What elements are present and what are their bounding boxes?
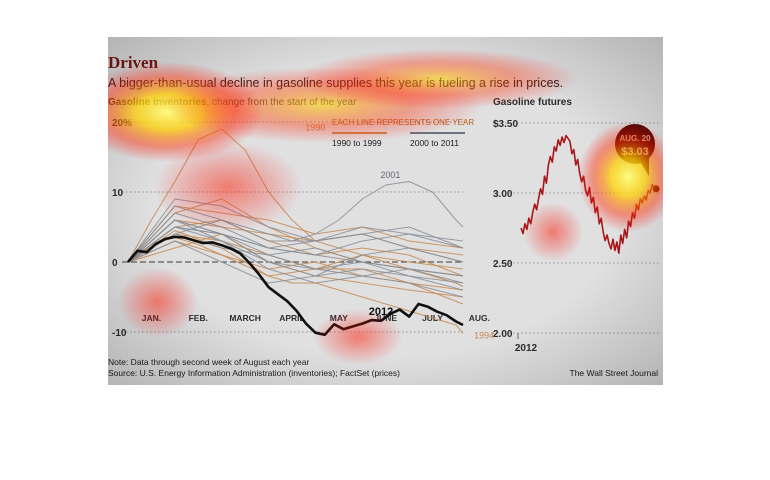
callout-date: AUG. 20 [619, 134, 651, 143]
inventories-panel-title: Gasoline inventories, change from the st… [108, 97, 356, 108]
legend-swatch-2000s [410, 132, 465, 134]
y-tick-label: 2.50 [493, 259, 513, 270]
futures-panel-title: Gasoline futures [493, 97, 572, 108]
wsj-figure: 20% 10 0 -10 JAN. FEB. MARCH APRIL MAY JUNE JULY AU… [108, 37, 663, 385]
inventories-title-suffix: , change from the start of the year [206, 97, 357, 108]
legend-item-2000s: 2000 to 2011 [410, 138, 459, 148]
y-tick-label: 10 [112, 188, 124, 199]
x-tick-label: JAN. [142, 313, 161, 323]
x-tick-label: 2012 [515, 343, 538, 354]
x-tick-label: MARCH [229, 313, 261, 323]
legend-note: EACH LINE REPRESENTS ONE YEAR [332, 118, 475, 127]
y-tick-label: 2.00 [493, 329, 513, 340]
source-line: Source: U.S. Energy Information Administ… [108, 368, 400, 378]
y-tick-label: 20% [112, 118, 132, 129]
series-line-2003 [127, 219, 464, 291]
y-tick-label: -10 [112, 328, 127, 339]
series-line-2008 [127, 219, 464, 284]
credit-line: The Wall Street Journal [569, 368, 659, 378]
callout-value: $3.03 [621, 146, 649, 158]
series-label-2012: 2012 [369, 306, 393, 318]
inventories-title-label: Gasoline inventories [108, 97, 207, 108]
y-tick-label: $3.50 [493, 119, 518, 130]
series-line-2002 [127, 198, 464, 263]
last-point-marker [652, 185, 660, 193]
series-label-1990: 1990 [305, 122, 325, 132]
series-line-1996 [127, 233, 464, 298]
x-tick-label: AUG. [469, 313, 490, 323]
legend-swatch-1990s [332, 132, 387, 134]
y-tick-label: 3.00 [493, 189, 513, 200]
footnote: Note: Data through second week of August… [108, 357, 310, 367]
page-subtitle: A bigger-than-usual decline in gasoline … [108, 76, 564, 90]
legend-item-1990s: 1990 to 1999 [332, 138, 382, 148]
page-title: Driven [108, 53, 159, 72]
x-tick-label: FEB. [189, 313, 208, 323]
series-label-1994: 1994 [474, 330, 494, 340]
y-tick-label: 0 [112, 258, 118, 269]
x-tick-label: MAY [330, 313, 348, 323]
series-label-2001: 2001 [380, 170, 400, 180]
